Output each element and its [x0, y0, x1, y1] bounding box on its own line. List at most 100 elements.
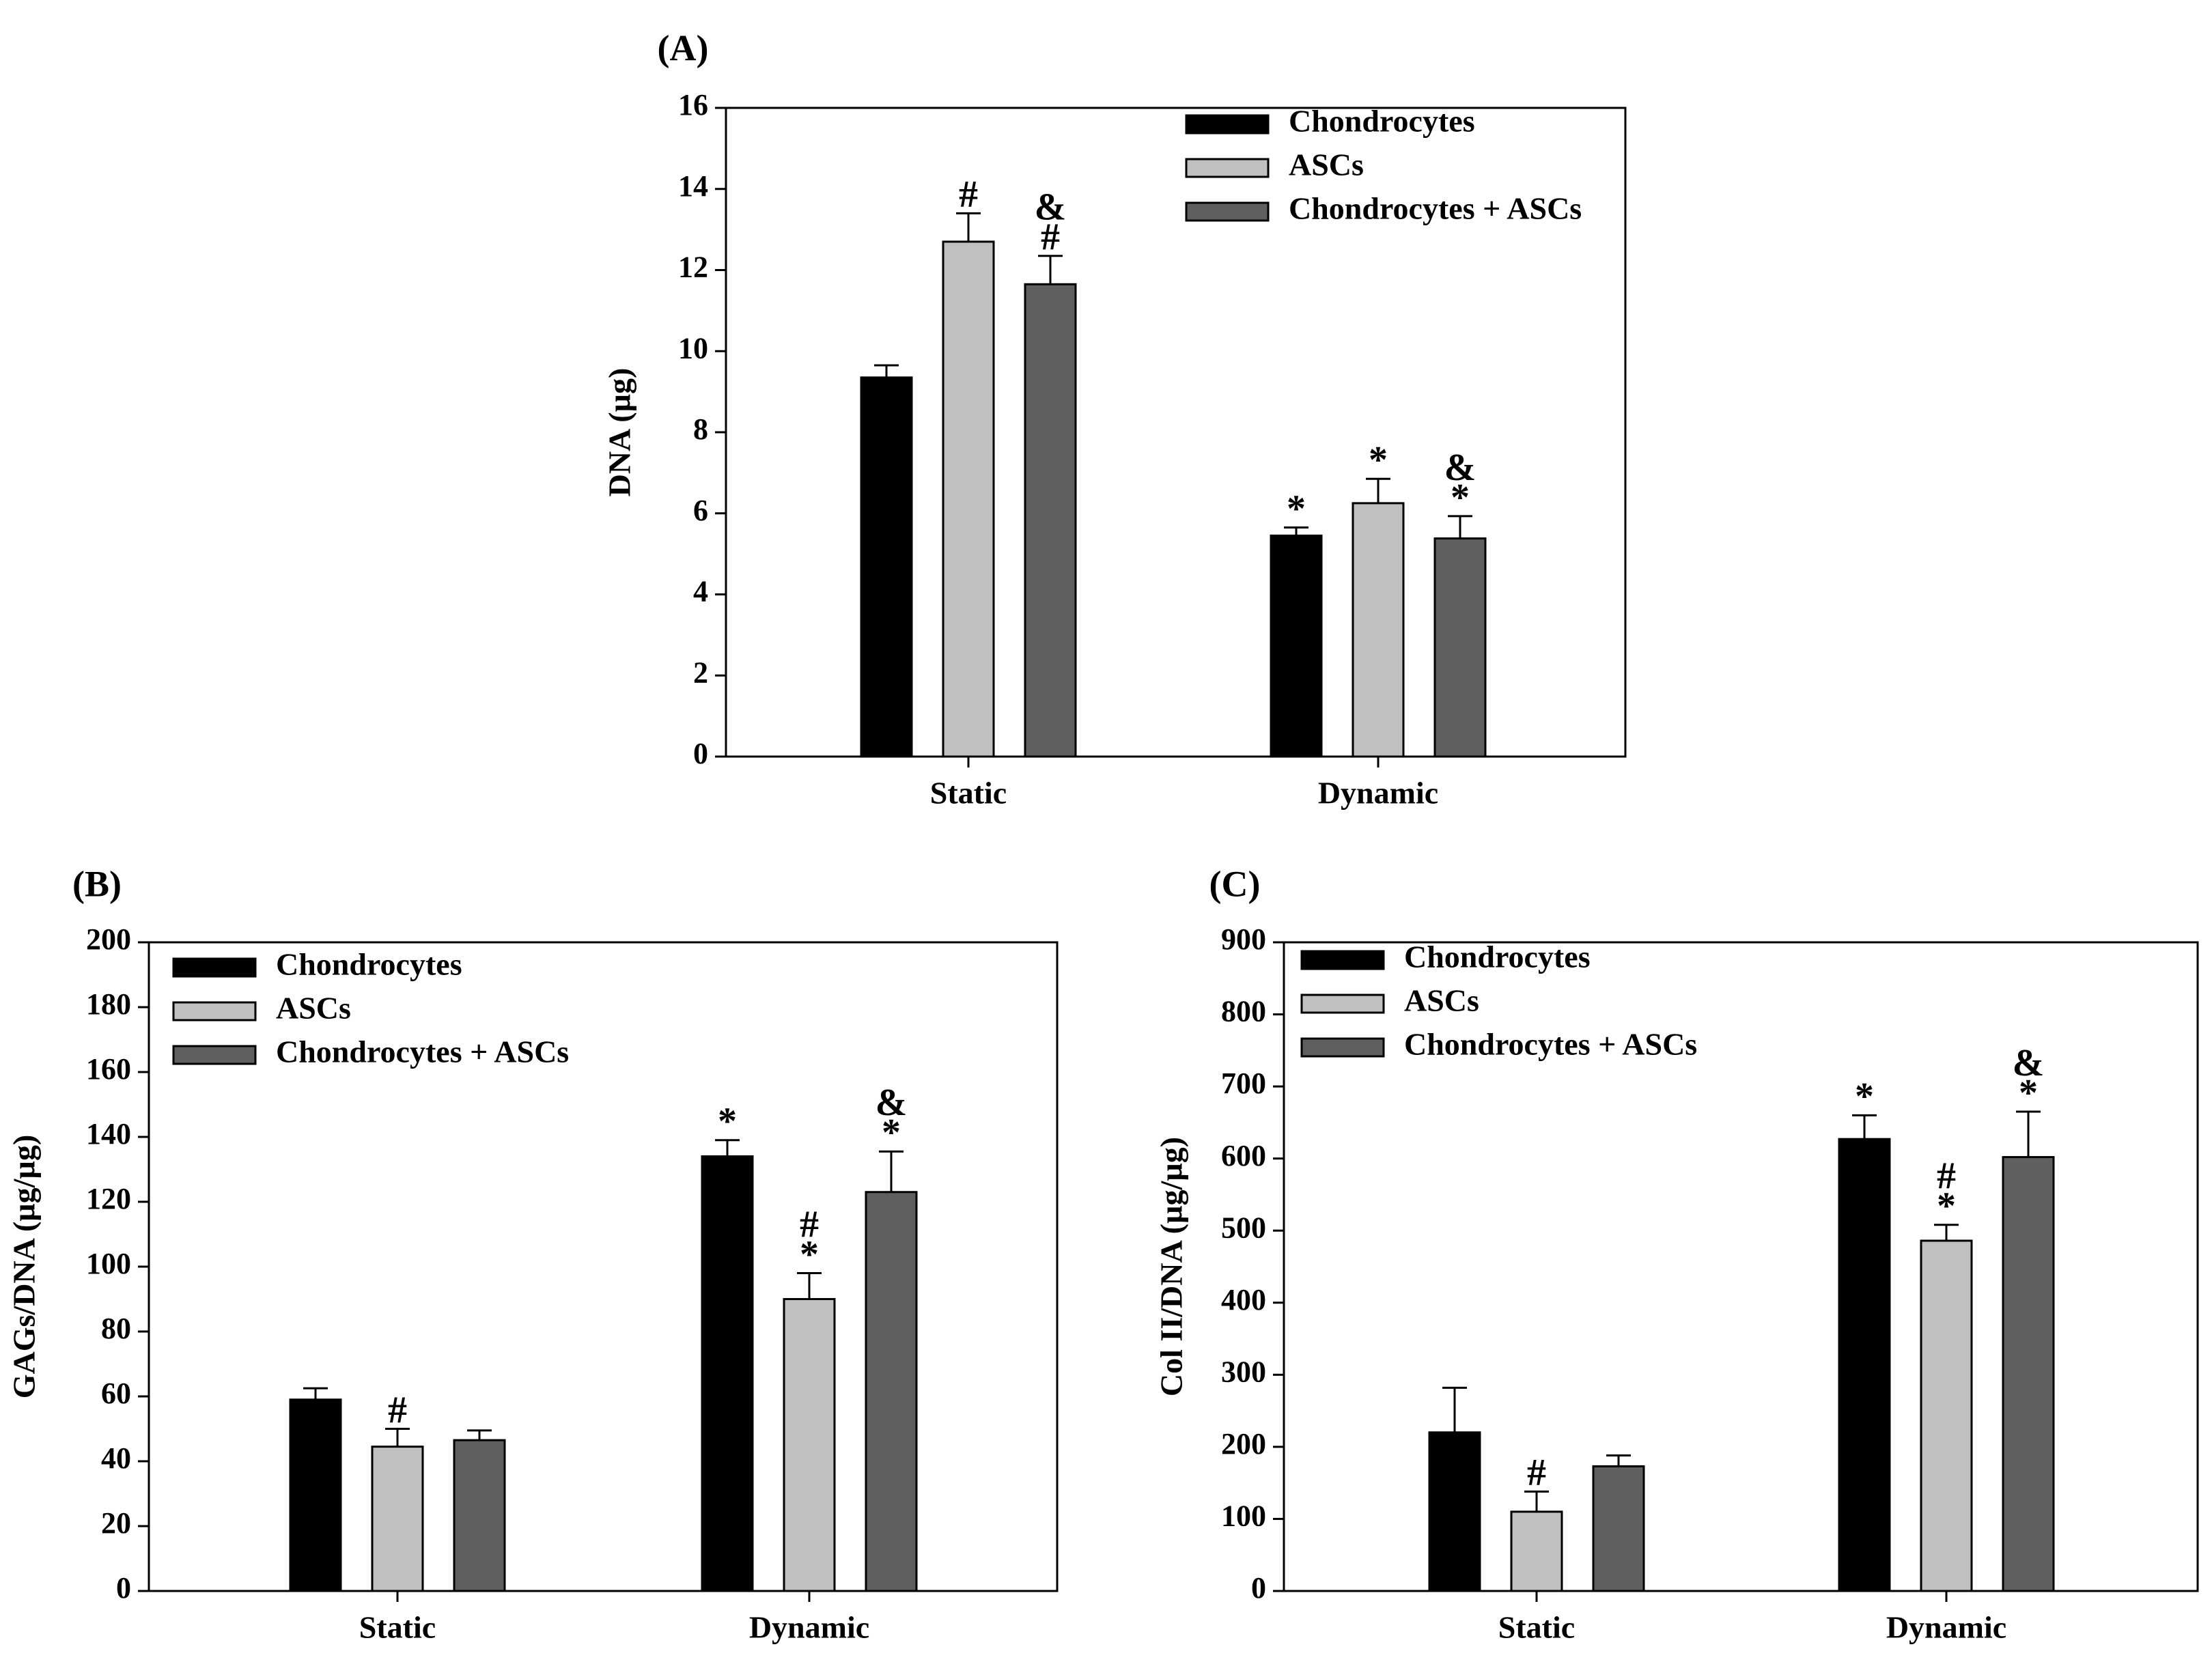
y-tick-label: 600 — [1221, 1139, 1266, 1172]
y-tick-label: 4 — [693, 575, 708, 608]
y-tick-label: 14 — [678, 169, 708, 203]
bar — [1433, 537, 1487, 758]
panel-label: (A) — [658, 27, 709, 68]
x-category-label: Static — [930, 776, 1007, 811]
legend-swatch — [172, 1045, 257, 1065]
panel-label: (B) — [72, 863, 122, 904]
legend-swatch — [172, 957, 257, 978]
legend: Chondrocytes ASCs Chondrocytes + ASCs — [172, 947, 569, 1069]
significance-mark: * — [1451, 477, 1470, 519]
legend: Chondrocytes ASCs Chondrocytes + ASCs — [1300, 940, 1697, 1062]
y-tick-label: 12 — [678, 251, 708, 284]
legend-swatch — [1185, 158, 1270, 178]
legend-label: Chondrocytes — [1289, 104, 1475, 139]
y-tick-label: 100 — [1221, 1499, 1266, 1533]
y-tick-label: 140 — [86, 1117, 131, 1151]
bar — [942, 240, 995, 758]
significance-mark: & — [1444, 447, 1476, 489]
bar — [1510, 1510, 1563, 1592]
y-tick-label: 16 — [678, 88, 708, 122]
significance-mark: * — [2019, 1072, 2038, 1114]
y-tick-label: 10 — [678, 331, 708, 365]
y-tick-label: 2 — [693, 656, 708, 689]
significance-mark: * — [1855, 1075, 1874, 1118]
y-axis-title: GAGs/DNA (µg/µg) — [7, 1135, 42, 1399]
bar — [371, 1446, 424, 1592]
y-tick-label: 900 — [1221, 922, 1266, 956]
chart-panel-a: (A) 0 2 4 6 8 10 12 14 16 DNA (µg) Static Dynamic * # *… — [602, 27, 1627, 811]
y-tick-label: 8 — [693, 412, 708, 446]
y-tick-label: 0 — [1251, 1571, 1266, 1605]
significance-mark: * — [800, 1233, 819, 1276]
bar — [865, 1191, 918, 1592]
y-tick-label: 200 — [1221, 1427, 1266, 1461]
bar — [289, 1398, 342, 1592]
y-tick-label: 40 — [101, 1441, 131, 1475]
legend-swatch — [172, 1001, 257, 1022]
significance-mark: & — [1035, 186, 1067, 229]
y-axis-title: Col II/DNA (µg/µg) — [1154, 1137, 1189, 1396]
y-tick-label: 800 — [1221, 995, 1266, 1028]
y-tick-label: 300 — [1221, 1355, 1266, 1388]
significance-mark: # — [1041, 216, 1060, 259]
legend-swatch — [1185, 201, 1270, 222]
bar — [1920, 1239, 1973, 1592]
bar — [1428, 1431, 1481, 1592]
legend-label: Chondrocytes — [1404, 940, 1591, 974]
legend-swatch — [1185, 114, 1270, 135]
significance-mark: * — [1287, 488, 1306, 530]
significance-mark: * — [718, 1101, 737, 1143]
chart-panel-c: (C) 0 100 200 300 400 500 600 700 800 900 Col II/DN… — [1154, 863, 2199, 1645]
y-tick-label: 100 — [86, 1247, 131, 1280]
legend-label: ASCs — [1404, 983, 1479, 1018]
significance-mark: # — [1937, 1155, 1956, 1198]
chart-panel-b: (B) 0 20 40 60 80 100 120 140 160 180 200 GAGs/DNA (… — [7, 863, 1059, 1645]
legend-swatch — [1300, 994, 1385, 1014]
significance-mark: & — [2013, 1042, 2045, 1084]
y-tick-label: 0 — [116, 1571, 131, 1605]
bar — [783, 1298, 836, 1592]
x-category-label: Dynamic — [749, 1610, 869, 1645]
y-tick-label: 6 — [693, 494, 708, 527]
legend-swatch — [1300, 1037, 1385, 1058]
significance-mark: * — [882, 1112, 901, 1154]
y-tick-label: 80 — [101, 1312, 131, 1345]
x-category-label: Dynamic — [1318, 776, 1438, 811]
bar — [1352, 502, 1405, 758]
bar — [1270, 534, 1323, 758]
significance-mark: # — [959, 173, 978, 216]
y-tick-label: 500 — [1221, 1211, 1266, 1244]
bar — [1592, 1465, 1645, 1592]
y-tick-label: 120 — [86, 1182, 131, 1215]
y-tick-label: 160 — [86, 1052, 131, 1086]
significance-mark: # — [388, 1389, 407, 1431]
y-axis-title: DNA (µg) — [602, 368, 637, 497]
panel-label: (C) — [1209, 863, 1261, 904]
bar — [453, 1439, 506, 1592]
significance-mark: * — [1369, 439, 1388, 481]
x-category-label: Dynamic — [1886, 1610, 2006, 1645]
bar — [1838, 1138, 1891, 1592]
y-tick-label: 20 — [101, 1506, 131, 1540]
legend-label: Chondrocytes + ASCs — [1289, 191, 1582, 226]
y-tick-label: 60 — [101, 1377, 131, 1410]
legend-swatch — [1300, 950, 1385, 970]
x-category-label: Static — [1498, 1610, 1575, 1645]
legend: Chondrocytes ASCs Chondrocytes + ASCs — [1185, 104, 1582, 226]
y-tick-label: 700 — [1221, 1067, 1266, 1100]
bar — [701, 1155, 754, 1592]
significance-mark: # — [1527, 1452, 1546, 1494]
x-category-label: Static — [359, 1610, 436, 1645]
y-tick-label: 400 — [1221, 1283, 1266, 1316]
bar — [2002, 1156, 2055, 1592]
legend-label: Chondrocytes + ASCs — [1404, 1027, 1697, 1062]
y-tick-label: 180 — [86, 987, 131, 1021]
y-tick-label: 200 — [86, 922, 131, 956]
significance-mark: * — [1937, 1185, 1956, 1228]
legend-label: ASCs — [1289, 147, 1364, 182]
legend-label: ASCs — [276, 991, 351, 1026]
legend-label: Chondrocytes + ASCs — [276, 1034, 569, 1069]
plot-frame — [1283, 941, 2199, 1592]
